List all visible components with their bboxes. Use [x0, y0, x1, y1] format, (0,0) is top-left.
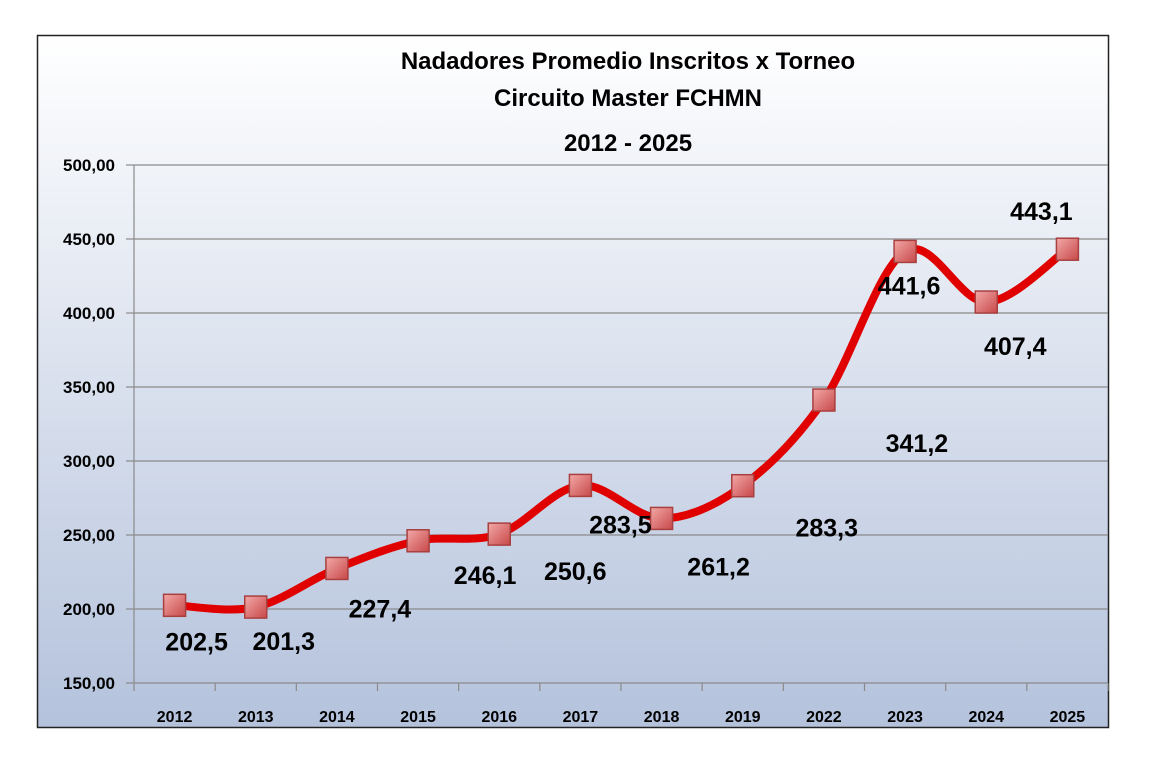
data-label: 407,4 [984, 333, 1047, 361]
x-tick-label: 2018 [644, 709, 680, 726]
y-tick-label: 400,00 [63, 304, 115, 323]
data-point-marker [162, 593, 187, 618]
x-tick-label: 2023 [887, 709, 923, 726]
data-label: 201,3 [252, 628, 315, 656]
x-tick-label: 2013 [238, 709, 274, 726]
chart-title-line-1: Nadadores Promedio Inscritos x Torneo [401, 48, 855, 75]
y-tick-label: 150,00 [63, 674, 115, 693]
data-point-marker [244, 595, 268, 619]
data-label: 202,5 [165, 628, 228, 656]
y-tick-label: 350,00 [63, 378, 115, 397]
data-point-marker [406, 529, 430, 553]
data-point-marker [649, 506, 674, 531]
data-label: 341,2 [886, 430, 949, 458]
data-point-marker [731, 473, 755, 498]
x-tick-label: 2024 [968, 709, 1004, 726]
y-tick-label: 500,00 [63, 156, 115, 175]
x-tick-label: 2017 [563, 709, 599, 726]
y-tick-label: 300,00 [63, 452, 115, 471]
data-label: 250,6 [544, 558, 607, 586]
x-tick-label: 2014 [319, 709, 355, 726]
data-point-marker [893, 239, 917, 264]
chart-title-line-3: 2012 - 2025 [564, 130, 692, 157]
x-tick-label: 2019 [725, 709, 761, 726]
chart-title-line-2: Circuito Master FCHMN [494, 85, 762, 112]
data-label: 246,1 [454, 562, 517, 590]
data-label: 283,5 [589, 511, 652, 539]
data-point-marker [568, 473, 593, 498]
y-tick-label: 200,00 [63, 600, 115, 619]
data-point-marker [487, 522, 511, 546]
data-label: 283,3 [795, 515, 858, 543]
data-point-marker [325, 556, 349, 581]
data-label: 441,6 [878, 272, 941, 300]
chart-title: Nadadores Promedio Inscritos x Torneo Ci… [401, 48, 855, 157]
x-tick-label: 2016 [481, 709, 517, 726]
x-tick-label: 2025 [1050, 709, 1086, 726]
data-point-marker [1055, 237, 1080, 261]
data-label: 261,2 [687, 553, 750, 581]
data-point-marker [974, 290, 998, 314]
y-tick-label: 250,00 [63, 526, 115, 545]
data-label: 443,1 [1010, 198, 1073, 226]
x-tick-label: 2012 [157, 709, 193, 726]
data-label: 227,4 [349, 595, 412, 623]
x-tick-label: 2015 [400, 709, 436, 726]
y-tick-label: 450,00 [63, 230, 115, 249]
x-tick-label: 2022 [806, 709, 842, 726]
data-point-marker [812, 388, 836, 412]
